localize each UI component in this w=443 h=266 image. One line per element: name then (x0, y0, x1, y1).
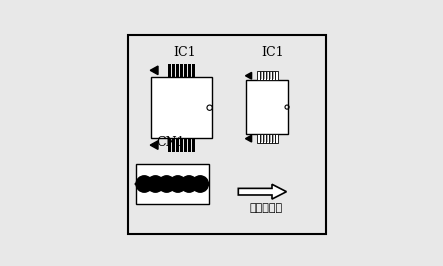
Bar (171, 138, 175, 152)
Circle shape (147, 176, 163, 192)
Bar (246, 80, 288, 134)
Bar (176, 138, 179, 152)
Bar (263, 134, 266, 143)
Bar (257, 134, 260, 143)
Bar (269, 134, 272, 143)
Bar (184, 138, 187, 152)
Bar (188, 64, 191, 77)
Bar (276, 72, 278, 80)
Bar (272, 72, 275, 80)
Circle shape (170, 176, 186, 192)
Bar (276, 134, 278, 143)
Bar (136, 164, 209, 204)
Bar (176, 64, 179, 77)
Bar (171, 64, 175, 77)
Polygon shape (135, 179, 144, 189)
Circle shape (181, 176, 197, 192)
Circle shape (159, 176, 175, 192)
Text: 过波峰方向: 过波峰方向 (249, 203, 283, 213)
Circle shape (136, 176, 152, 192)
Bar (167, 138, 171, 152)
Bar (269, 72, 272, 80)
Circle shape (192, 176, 208, 192)
Bar (266, 134, 269, 143)
Bar (257, 72, 260, 80)
Bar (260, 134, 263, 143)
Bar (260, 72, 263, 80)
Bar (192, 64, 195, 77)
Bar (167, 64, 171, 77)
Bar (272, 134, 275, 143)
Polygon shape (150, 141, 158, 149)
Bar (184, 64, 187, 77)
Bar (188, 138, 191, 152)
Text: IC1: IC1 (261, 45, 284, 59)
Bar (180, 138, 183, 152)
Bar (263, 72, 266, 80)
Polygon shape (238, 184, 287, 199)
Polygon shape (150, 66, 158, 74)
Bar (266, 72, 269, 80)
Bar (180, 64, 183, 77)
Text: CN1: CN1 (156, 136, 185, 149)
Polygon shape (245, 72, 252, 79)
Text: IC1: IC1 (174, 45, 196, 59)
Polygon shape (245, 135, 252, 142)
Bar (192, 138, 195, 152)
Bar (151, 77, 212, 138)
